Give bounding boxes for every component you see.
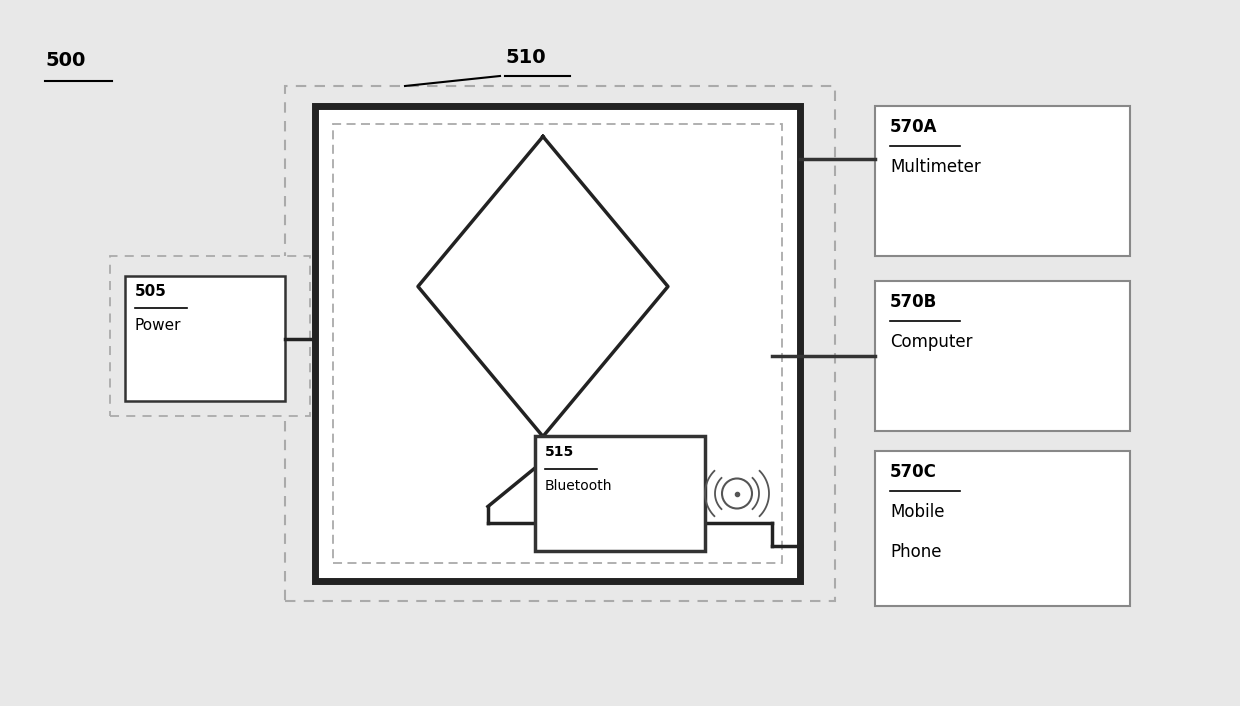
Bar [285, 86, 835, 601]
Text: 515: 515 [546, 445, 574, 459]
Bar [334, 124, 782, 563]
Bar [125, 276, 285, 401]
Text: 570B: 570B [890, 293, 937, 311]
Text: Phone: Phone [890, 543, 941, 561]
Text: 570A: 570A [890, 118, 937, 136]
Text: Computer: Computer [890, 333, 972, 351]
Bar [110, 256, 310, 416]
Bar [875, 451, 1130, 606]
Text: 570C: 570C [890, 463, 937, 481]
Text: Multimeter: Multimeter [890, 158, 981, 176]
Text: 510: 510 [505, 48, 546, 67]
Text: 505: 505 [135, 284, 167, 299]
Text: Mobile: Mobile [890, 503, 945, 521]
Bar [875, 281, 1130, 431]
Bar [875, 106, 1130, 256]
Bar [315, 106, 800, 581]
Text: Bluetooth: Bluetooth [546, 479, 613, 493]
Bar [534, 436, 706, 551]
Text: 500: 500 [45, 51, 86, 70]
Text: Power: Power [135, 318, 181, 333]
